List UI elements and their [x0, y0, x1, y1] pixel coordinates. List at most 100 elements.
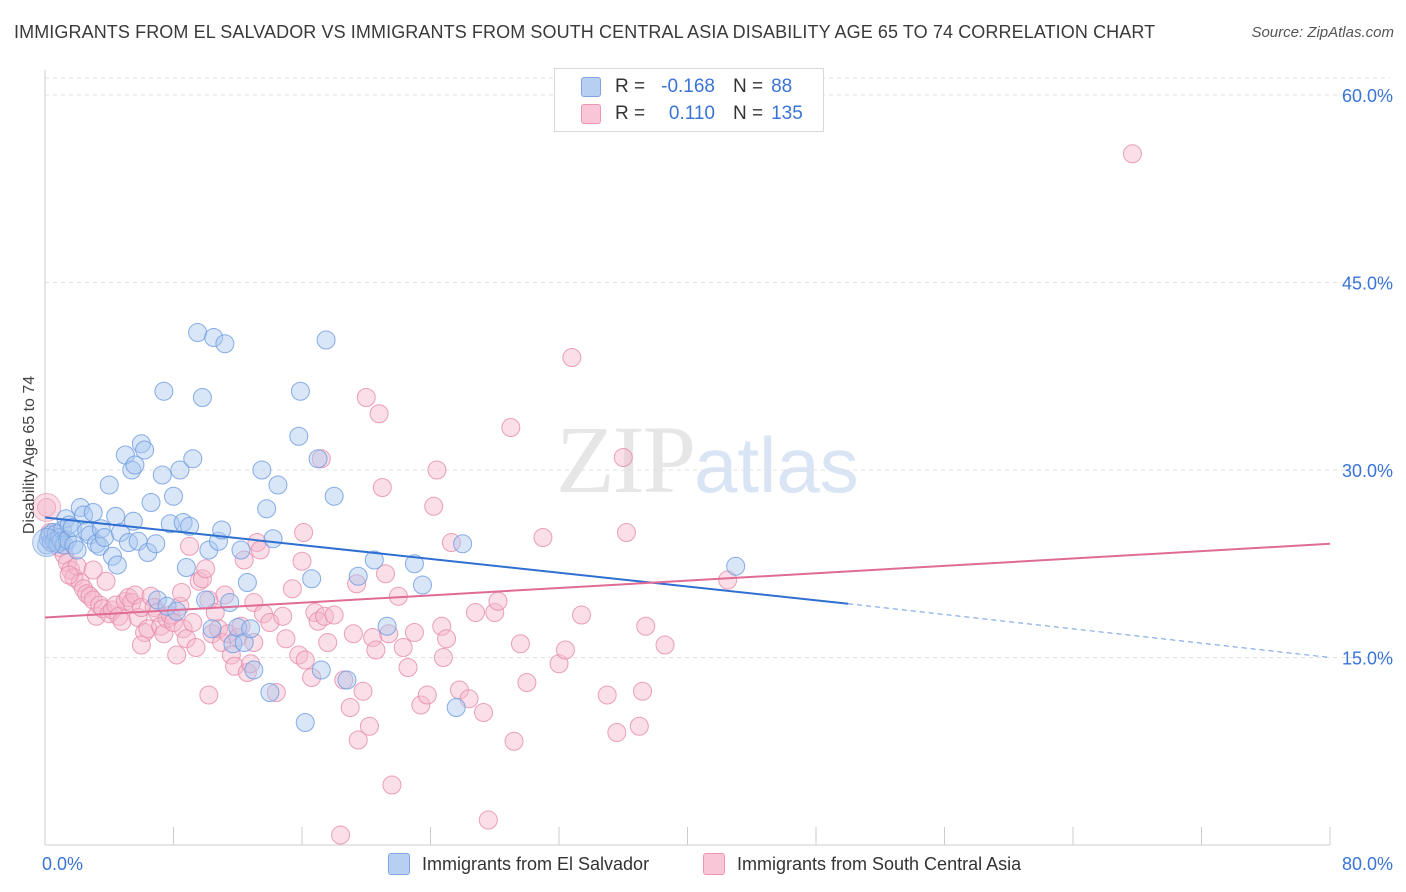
- bottom-legend-swatch-blue: [388, 853, 410, 875]
- data-point: [199, 685, 219, 705]
- legend-n-label: N =: [733, 103, 764, 124]
- data-point: [135, 440, 155, 460]
- data-point: [324, 486, 344, 506]
- data-point: [180, 516, 200, 536]
- data-point: [164, 486, 183, 506]
- data-point: [57, 530, 77, 550]
- data-point: [295, 713, 315, 732]
- data-point: [189, 571, 209, 591]
- data-point: [122, 460, 142, 480]
- data-point: [533, 528, 553, 547]
- data-point: [83, 503, 103, 522]
- data-point: [294, 523, 314, 542]
- bottom-legend-south-central-asia: Immigrants from South Central Asia: [703, 851, 1021, 877]
- data-point: [655, 635, 675, 655]
- data-point: [382, 775, 402, 795]
- data-point: [353, 681, 373, 701]
- y-tick-label: 30.0%: [1342, 461, 1393, 481]
- data-point: [141, 586, 161, 606]
- data-point: [636, 616, 656, 636]
- data-point: [501, 418, 521, 437]
- data-point-cluster: [32, 528, 62, 557]
- data-point: [112, 611, 132, 631]
- y-tick-label: 60.0%: [1342, 86, 1393, 106]
- legend-row-el-salvador: R = -0.168 N = 88: [581, 75, 792, 99]
- data-point: [96, 571, 116, 591]
- data-point: [427, 460, 447, 480]
- data-point: [340, 698, 360, 717]
- data-point: [348, 730, 368, 750]
- data-point: [94, 528, 114, 547]
- trend-lines: [44, 516, 1331, 658]
- data-point: [331, 825, 351, 845]
- data-point: [268, 475, 288, 495]
- source-label: Source: ZipAtlas.com: [1251, 24, 1394, 41]
- data-point: [393, 638, 413, 657]
- data-point: [433, 648, 453, 667]
- data-point: [241, 619, 261, 639]
- data-point: [633, 681, 653, 701]
- data-point: [377, 616, 397, 636]
- data-point: [613, 448, 633, 467]
- data-point: [196, 590, 216, 610]
- data-point: [192, 388, 212, 407]
- watermark-atlas: atlas: [694, 421, 859, 509]
- data-point: [295, 650, 315, 670]
- data-point: [147, 590, 167, 610]
- data-point: [64, 568, 84, 587]
- data-point: [437, 629, 457, 649]
- legend-n-value: 88: [771, 76, 793, 97]
- data-point: [152, 465, 172, 485]
- data-point: [629, 716, 649, 736]
- data-point: [212, 520, 232, 540]
- y-tick-label: 15.0%: [1342, 649, 1393, 669]
- data-point: [311, 660, 331, 680]
- data-point: [290, 381, 310, 401]
- data-point: [369, 404, 389, 424]
- data-point: [607, 723, 627, 742]
- watermark: ZIPatlas: [556, 404, 859, 515]
- data-point: [432, 616, 452, 636]
- data-point: [616, 523, 636, 542]
- data-point: [337, 670, 357, 690]
- data-point: [167, 645, 187, 665]
- legend-swatch-pink: [581, 104, 601, 124]
- data-point: [244, 593, 264, 612]
- data-point: [289, 645, 309, 665]
- data-point: [83, 560, 103, 580]
- bottom-legend-label: Immigrants from South Central Asia: [737, 853, 1022, 874]
- data-point: [488, 591, 508, 611]
- data-point: [485, 603, 505, 622]
- data-point: [510, 634, 530, 654]
- data-point: [64, 535, 84, 555]
- legend-swatch-blue: [581, 77, 601, 97]
- data-point: [119, 533, 139, 552]
- series-south-central-asia-points: [32, 144, 1142, 845]
- data-point: [164, 613, 183, 632]
- trend-line-el-salvador: [44, 516, 849, 605]
- chart-title: IMMIGRANTS FROM EL SALVADOR VS IMMIGRANT…: [14, 22, 1156, 42]
- data-point: [555, 640, 575, 660]
- data-point: [359, 716, 379, 736]
- data-point: [302, 569, 322, 589]
- data-point: [54, 535, 74, 555]
- data-point: [67, 540, 87, 560]
- data-point: [726, 556, 746, 576]
- data-point: [324, 605, 344, 625]
- legend-row-south-central-asia: R = 0.110 N = 135: [581, 102, 803, 126]
- data-point: [597, 685, 617, 705]
- data-point: [571, 605, 591, 625]
- data-point: [474, 703, 494, 722]
- legend-r-value: 0.110: [668, 103, 715, 124]
- data-point: [562, 348, 582, 367]
- data-point: [266, 683, 286, 702]
- data-point: [273, 606, 293, 626]
- data-point: [188, 323, 208, 342]
- data-point: [453, 534, 473, 554]
- data-point: [202, 619, 222, 639]
- data-point: [215, 334, 235, 354]
- data-point: [180, 536, 200, 556]
- data-point: [183, 613, 203, 632]
- data-point: [107, 555, 127, 575]
- data-point: [146, 534, 166, 554]
